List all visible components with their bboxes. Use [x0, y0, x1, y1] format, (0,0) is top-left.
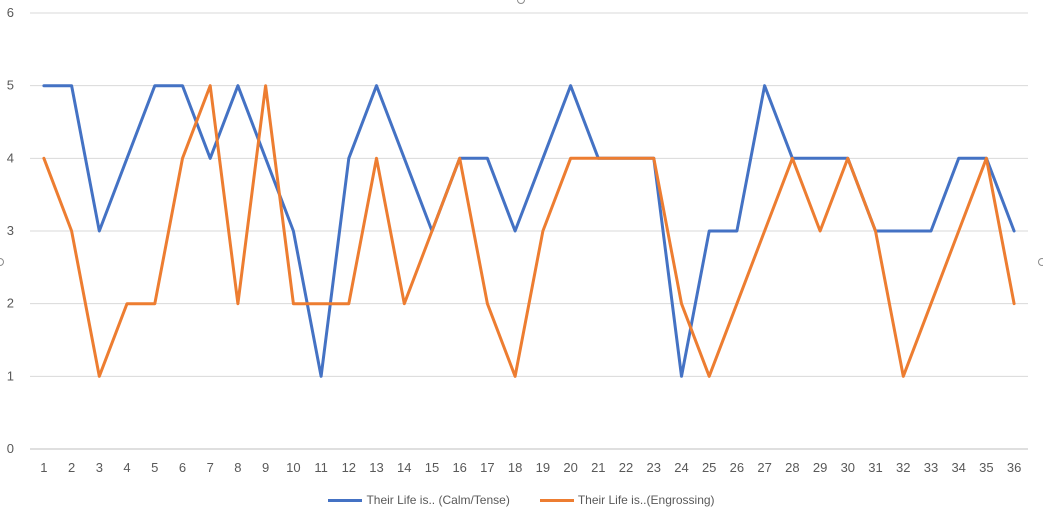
x-tick-label: 23 — [647, 460, 661, 475]
x-tick-label: 27 — [757, 460, 771, 475]
x-tick-label: 17 — [480, 460, 494, 475]
x-tick-label: 13 — [369, 460, 383, 475]
y-tick-label: 6 — [7, 5, 14, 20]
x-tick-label: 29 — [813, 460, 827, 475]
x-tick-label: 28 — [785, 460, 799, 475]
x-tick-label: 5 — [151, 460, 158, 475]
x-tick-label: 25 — [702, 460, 716, 475]
x-tick-label: 19 — [536, 460, 550, 475]
x-tick-label: 2 — [68, 460, 75, 475]
x-tick-label: 33 — [924, 460, 938, 475]
series-lines — [42, 84, 1016, 378]
legend-swatch-series-2 — [539, 498, 574, 502]
legend: Their Life is.. (Calm/Tense) Their Life … — [0, 490, 1043, 510]
x-tick-label: 12 — [342, 460, 356, 475]
legend-item-series-1: Their Life is.. (Calm/Tense) — [328, 493, 510, 507]
x-tick-label: 7 — [207, 460, 214, 475]
y-tick-label: 4 — [7, 150, 14, 165]
x-axis-ticks: 1 2 3 4 5 6 7 8 9 10 11 12 13 14 15 16 17 18 19 20 21 22 23 24 2… — [40, 460, 1021, 475]
x-tick-label: 1 — [40, 460, 47, 475]
y-tick-label: 1 — [7, 368, 14, 383]
x-tick-label: 11 — [314, 460, 328, 475]
legend-label-series-2: Their Life is..(Engrossing) — [577, 493, 715, 507]
x-tick-label: 15 — [425, 460, 439, 475]
x-tick-label: 9 — [262, 460, 269, 475]
y-tick-label: 5 — [7, 78, 14, 93]
x-tick-label: 35 — [979, 460, 993, 475]
x-tick-label: 10 — [286, 460, 300, 475]
x-tick-label: 14 — [397, 460, 411, 475]
x-tick-label: 4 — [123, 460, 130, 475]
x-tick-label: 6 — [179, 460, 186, 475]
x-tick-label: 22 — [619, 460, 633, 475]
legend-item-series-2: Their Life is..(Engrossing) — [539, 493, 715, 507]
x-tick-label: 31 — [868, 460, 882, 475]
y-tick-label: 0 — [7, 441, 14, 456]
series-line-2 — [42, 84, 1016, 378]
x-tick-label: 8 — [234, 460, 241, 475]
x-tick-label: 32 — [896, 460, 910, 475]
x-tick-label: 26 — [730, 460, 744, 475]
legend-label-series-1: Their Life is.. (Calm/Tense) — [366, 493, 510, 507]
x-tick-label: 21 — [591, 460, 605, 475]
x-tick-label: 34 — [951, 460, 965, 475]
y-tick-label: 3 — [7, 223, 14, 238]
x-tick-label: 20 — [563, 460, 577, 475]
x-tick-label: 24 — [674, 460, 688, 475]
y-axis-ticks: 0 1 2 3 4 5 6 — [7, 5, 14, 456]
x-tick-label: 18 — [508, 460, 522, 475]
legend-swatch-series-1 — [328, 498, 363, 502]
x-tick-label: 36 — [1007, 460, 1021, 475]
x-tick-label: 16 — [452, 460, 466, 475]
resize-handle-right[interactable] — [1038, 258, 1043, 266]
x-tick-label: 3 — [96, 460, 103, 475]
x-tick-label: 30 — [841, 460, 855, 475]
y-tick-label: 2 — [7, 296, 14, 311]
